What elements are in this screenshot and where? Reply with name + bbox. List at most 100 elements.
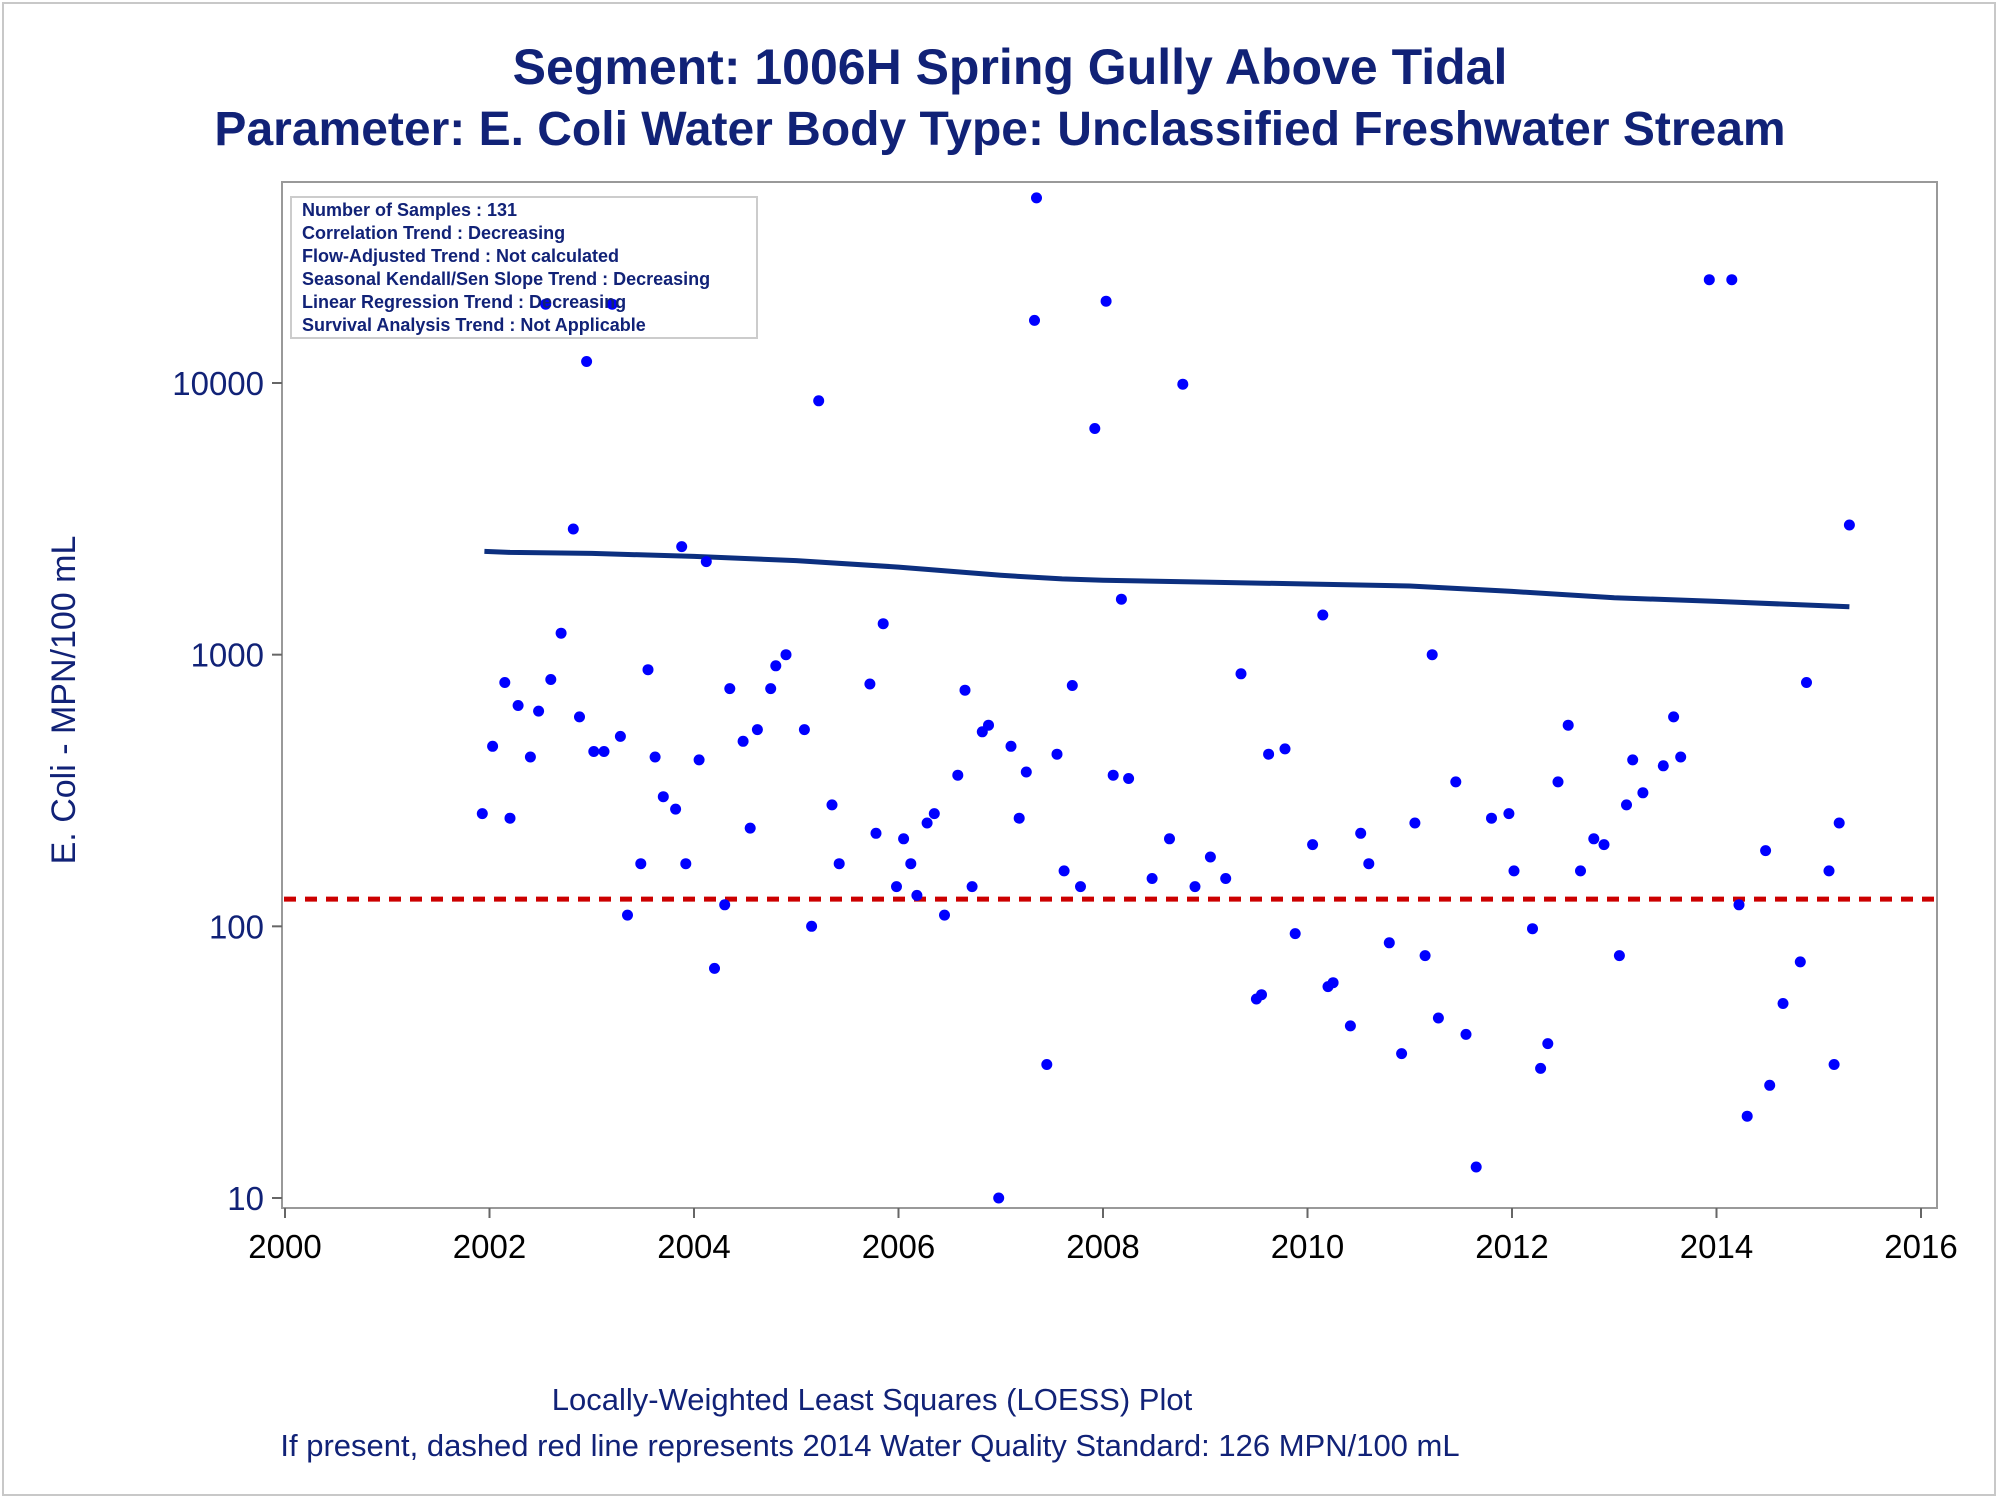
data-point <box>911 889 923 901</box>
data-point <box>1657 760 1669 772</box>
data-point <box>1627 754 1639 766</box>
data-point <box>606 298 618 310</box>
x-tick-label: 2012 <box>1475 1228 1548 1265</box>
y-tick-label: 10000 <box>172 365 264 402</box>
footer-line-1: Locally-Weighted Least Squares (LOESS) P… <box>551 1382 1193 1417</box>
data-point <box>891 881 902 893</box>
data-point <box>476 808 488 820</box>
data-point <box>581 356 593 367</box>
data-point <box>1307 839 1319 851</box>
data-point <box>1823 865 1835 877</box>
data-point <box>966 881 978 893</box>
info-box-line: Correlation Trend : Decreasing <box>302 223 565 243</box>
data-point <box>1470 1161 1482 1173</box>
y-tick-label: 1000 <box>191 637 264 674</box>
data-point <box>1317 609 1329 621</box>
data-point <box>813 395 825 407</box>
data-point <box>1031 192 1042 204</box>
data-point <box>1703 274 1715 286</box>
data-point <box>709 962 720 974</box>
info-box-line: Survival Analysis Trend : Not Applicable <box>302 315 646 335</box>
data-point <box>1355 827 1367 839</box>
data-point <box>1450 776 1462 788</box>
data-point <box>1794 956 1806 968</box>
data-point <box>719 899 731 911</box>
data-point <box>1220 873 1232 884</box>
info-box-line: Flow-Adjusted Trend : Not calculated <box>302 246 619 266</box>
data-point <box>574 711 585 723</box>
data-point <box>1460 1028 1472 1040</box>
data-point <box>504 812 516 824</box>
data-point <box>724 683 736 695</box>
data-point <box>1204 851 1216 863</box>
data-point <box>770 660 782 672</box>
data-point <box>1675 751 1687 763</box>
data-point <box>670 803 682 815</box>
data-point <box>1396 1048 1408 1060</box>
data-point <box>700 556 712 568</box>
data-point <box>1263 748 1275 760</box>
data-point <box>545 674 557 685</box>
data-point <box>555 627 567 639</box>
data-point <box>1327 977 1339 989</box>
data-point <box>780 649 792 661</box>
data-point <box>1527 923 1538 935</box>
chart-title: Segment: 1006H Spring Gully Above Tidal <box>512 39 1508 95</box>
data-point <box>649 751 661 763</box>
data-point <box>864 678 876 690</box>
y-axis-label: E. Coli - MPN/100 mL <box>45 536 83 865</box>
data-point <box>826 799 838 811</box>
data-point <box>1486 812 1497 824</box>
x-tick-label: 2014 <box>1680 1228 1753 1265</box>
data-point <box>921 817 933 829</box>
data-point <box>1508 865 1520 877</box>
data-point <box>1828 1059 1840 1070</box>
data-point <box>622 909 633 921</box>
data-point <box>898 833 910 845</box>
x-tick-label: 2000 <box>248 1228 321 1265</box>
data-point <box>983 719 994 731</box>
data-point <box>1177 378 1189 390</box>
data-point <box>1089 423 1101 434</box>
data-point <box>614 730 626 742</box>
data-point <box>905 858 917 870</box>
data-point <box>1409 817 1421 829</box>
data-point <box>1432 1012 1444 1024</box>
data-point <box>1029 314 1040 326</box>
info-box-line: Linear Regression Trend : Decreasing <box>302 292 626 312</box>
data-point <box>1733 899 1745 911</box>
footer-line-2: If present, dashed red line represents 2… <box>280 1428 1460 1463</box>
data-point <box>1146 873 1158 884</box>
data-point <box>1542 1038 1554 1050</box>
info-box <box>290 196 758 339</box>
data-point <box>1020 766 1032 778</box>
data-point <box>877 618 889 630</box>
data-point <box>870 827 882 839</box>
loess-curve <box>484 548 1850 610</box>
data-point <box>939 909 950 921</box>
data-point <box>952 769 964 781</box>
data-point <box>540 298 552 310</box>
data-point <box>1598 839 1610 851</box>
data-point <box>1621 799 1632 811</box>
plot-area-frame <box>281 181 1938 1209</box>
data-point <box>512 700 524 711</box>
data-point <box>1058 865 1070 877</box>
data-point <box>588 746 600 757</box>
data-point <box>751 724 763 736</box>
data-point <box>1562 719 1574 731</box>
data-point <box>765 683 777 695</box>
data-point <box>1189 881 1201 893</box>
data-point <box>959 684 971 696</box>
data-point <box>1075 881 1086 893</box>
data-point <box>1115 593 1127 605</box>
data-point <box>1764 1079 1776 1091</box>
data-point <box>680 858 692 870</box>
data-point <box>1426 649 1438 661</box>
info-box-line: Number of Samples : 131 <box>302 200 517 220</box>
data-point <box>1503 808 1515 820</box>
data-point <box>1235 668 1247 680</box>
data-point <box>693 754 705 766</box>
data-point <box>1575 865 1586 877</box>
